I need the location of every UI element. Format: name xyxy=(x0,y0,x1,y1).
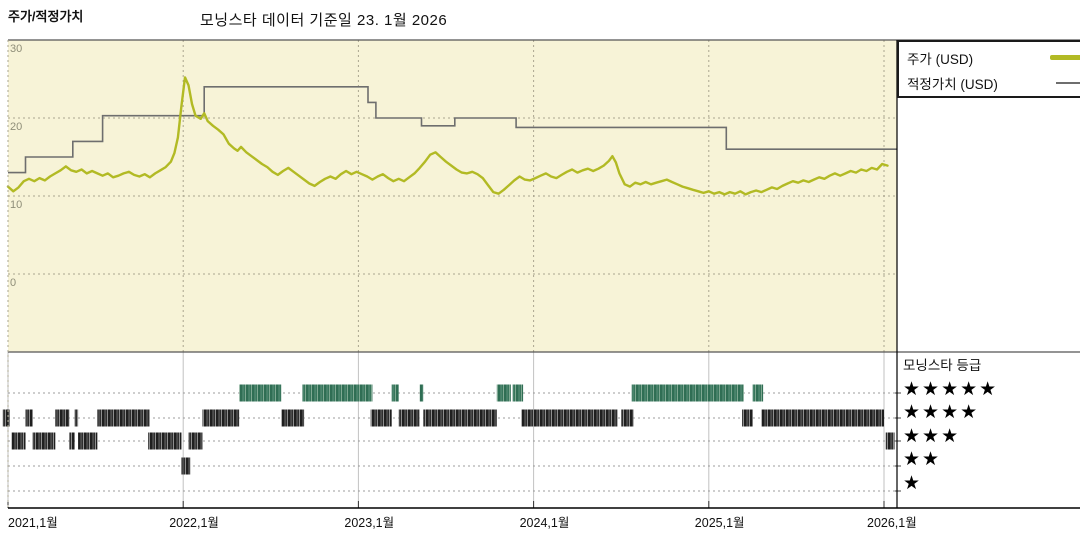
x-tick-label-2025: 2025,1월 xyxy=(694,516,745,530)
rating-segment-4star xyxy=(742,409,753,427)
rating-segment-5star xyxy=(239,384,282,402)
panel-title: 주가/적정가치 xyxy=(8,9,84,24)
rating-segment-4star xyxy=(370,409,392,427)
rating-segment-5star xyxy=(512,384,524,402)
x-tick-label-2021: 2021,1월 xyxy=(8,516,58,530)
rating-segment-4star xyxy=(97,409,150,427)
rating-segment-4star xyxy=(25,409,33,427)
price-legend: 주가 (USD) 적정가치 (USD) xyxy=(897,40,1080,98)
x-tick-label-2026: 2026,1월 xyxy=(867,516,917,530)
x-tick-label-2023: 2023,1월 xyxy=(344,516,395,530)
x-tick-label-2022: 2022,1월 xyxy=(169,516,219,530)
rating-segment-2star xyxy=(181,457,191,475)
rating-segment-5star xyxy=(752,384,764,402)
fair-value-line xyxy=(8,86,897,174)
fair-legend-label: 적정가치 (USD) xyxy=(907,76,998,92)
rating-segment-3star xyxy=(78,432,98,450)
rating-segment-5star xyxy=(391,384,399,402)
y-tick-label-0: 0 xyxy=(10,277,17,289)
y-tick-label-30: 30 xyxy=(10,43,23,55)
rating-segment-3star xyxy=(885,432,895,450)
stars-row-5: ★★★★★ xyxy=(903,379,999,400)
stars-row-1: ★ xyxy=(903,472,923,494)
price-legend-label: 주가 (USD) xyxy=(907,51,974,67)
legend-row-price: 주가 (USD) xyxy=(907,45,1080,70)
rating-segment-3star xyxy=(69,432,75,450)
rating-segment-3star xyxy=(11,432,26,450)
rating-segment-4star xyxy=(2,409,10,427)
rating-segment-5star xyxy=(419,384,424,402)
rating-segment-4star xyxy=(398,409,420,427)
stars-row-3: ★★★ xyxy=(903,425,961,447)
rating-segment-5star xyxy=(302,384,373,402)
rating-segment-4star xyxy=(55,409,70,427)
legend-row-fair: 적정가치 (USD) xyxy=(907,70,1080,95)
rating-segment-4star xyxy=(521,409,618,427)
rating-segment-4star xyxy=(74,409,79,427)
rating-segment-4star xyxy=(761,409,884,427)
y-tick-label-10: 10 xyxy=(10,199,23,211)
rating-segment-4star xyxy=(423,409,497,427)
stars-row-4: ★★★★ xyxy=(903,402,980,424)
rating-segment-3star xyxy=(32,432,56,450)
rating-legend: 모닝스타 등급 ★★★★★ ★★★★ ★★★ ★★ ★ xyxy=(903,354,998,495)
rating-segment-4star xyxy=(281,409,305,427)
y-tick-label-20: 20 xyxy=(10,121,23,133)
rating-segment-4star xyxy=(202,409,240,427)
fair-line-swatch xyxy=(1056,81,1080,84)
x-tick-label-2024: 2024,1월 xyxy=(519,516,570,530)
stars-row-2: ★★ xyxy=(903,449,942,471)
chart-title: 모닝스타 데이터 기준일 23. 1월 2026 xyxy=(200,12,448,29)
rating-segment-3star xyxy=(148,432,182,450)
rating-segment-5star xyxy=(496,384,511,402)
rating-segment-3star xyxy=(188,432,203,450)
rating-segment-4star xyxy=(621,409,634,427)
star-rows: ★★★★★ ★★★★ ★★★ ★★ ★ xyxy=(903,378,998,495)
price-line-swatch xyxy=(1050,55,1080,60)
rating-segment-5star xyxy=(631,384,744,402)
price-line xyxy=(6,76,889,196)
rating-legend-title: 모닝스타 등급 xyxy=(903,358,982,373)
